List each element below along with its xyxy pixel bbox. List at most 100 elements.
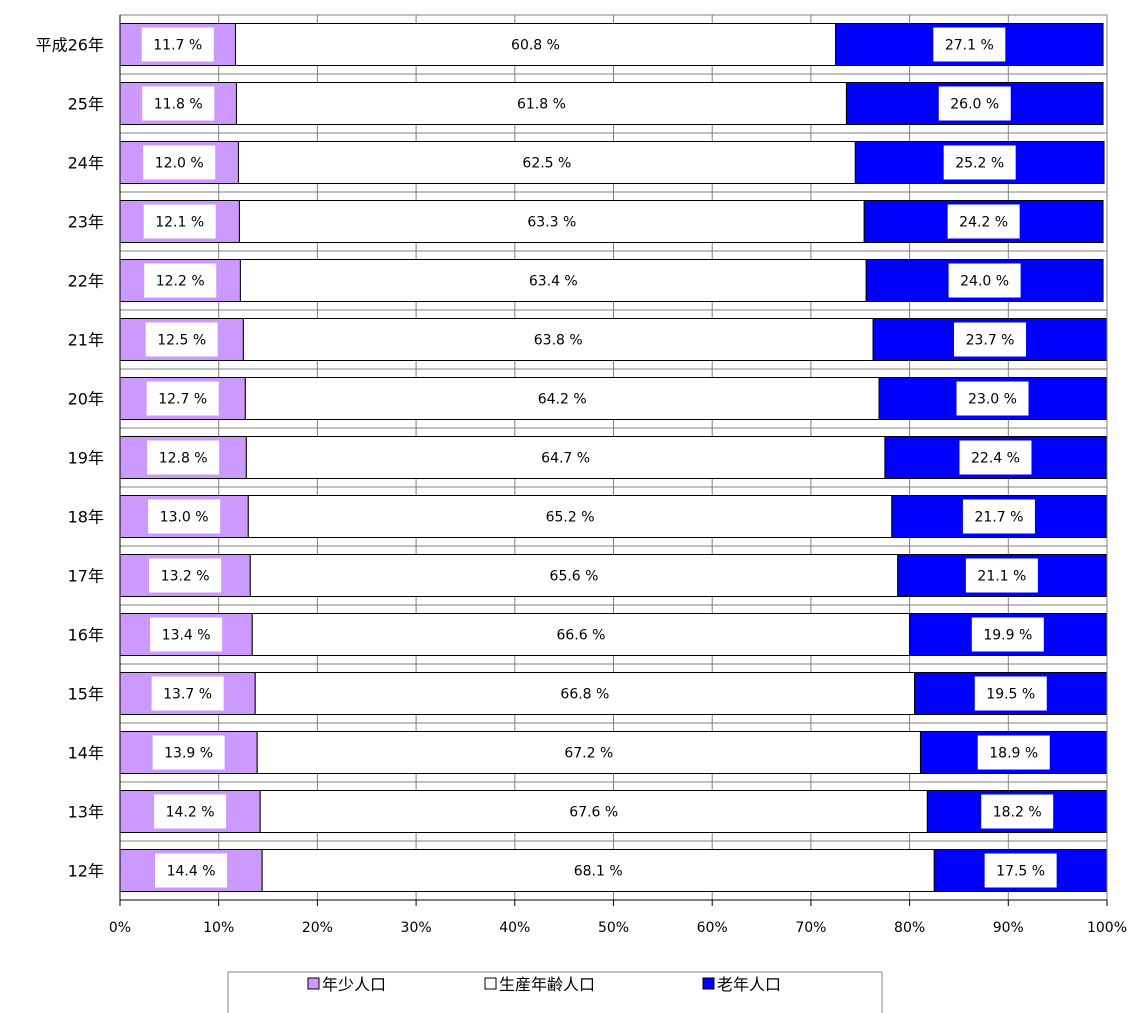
data-label-box <box>977 735 1050 770</box>
data-label: 11.7 % <box>153 38 202 54</box>
data-label-box <box>147 440 220 475</box>
data-label: 21.1 % <box>977 569 1026 585</box>
data-label: 13.4 % <box>162 628 211 644</box>
data-label-box <box>948 263 1021 298</box>
data-label-box <box>956 381 1029 416</box>
data-label: 66.6 % <box>556 628 605 644</box>
data-label: 13.7 % <box>163 687 212 703</box>
legend-swatch <box>307 977 320 990</box>
category-label: 20年 <box>68 390 104 409</box>
bar-segment <box>239 259 867 302</box>
data-label-box <box>145 322 218 357</box>
data-label-box <box>971 617 1044 652</box>
data-label: 67.2 % <box>564 746 613 762</box>
legend-label: 老年人口 <box>717 975 781 994</box>
category-label: 15年 <box>68 685 104 704</box>
data-label-box <box>149 558 222 593</box>
data-label: 19.5 % <box>986 687 1035 703</box>
category-label: 22年 <box>68 272 104 291</box>
category-label: 14年 <box>68 744 104 763</box>
bar-segment <box>238 200 865 243</box>
category-label: 17年 <box>68 567 104 586</box>
data-label-box <box>148 499 221 534</box>
data-label-box <box>959 440 1032 475</box>
data-label: 27.1 % <box>945 38 994 54</box>
data-label: 13.9 % <box>164 746 213 762</box>
data-label: 17.5 % <box>996 864 1045 880</box>
data-label: 19.9 % <box>983 628 1032 644</box>
data-label: 63.8 % <box>534 333 583 349</box>
data-label: 23.0 % <box>968 392 1017 408</box>
data-label: 65.6 % <box>550 569 599 585</box>
data-label: 66.8 % <box>560 687 609 703</box>
data-label: 14.2 % <box>166 805 215 821</box>
x-tick-label: 30% <box>401 920 432 936</box>
data-label-box <box>974 676 1047 711</box>
data-label-box <box>943 145 1016 180</box>
legend-label: 生産年齢人口 <box>499 975 595 994</box>
data-label: 12.1 % <box>155 215 204 231</box>
category-label: 13年 <box>68 803 104 822</box>
data-label: 22.4 % <box>971 451 1020 467</box>
data-label: 13.2 % <box>161 569 210 585</box>
data-label: 12.8 % <box>159 451 208 467</box>
data-label: 63.4 % <box>529 274 578 290</box>
x-tick-label: 20% <box>302 920 333 936</box>
data-label: 64.7 % <box>541 451 590 467</box>
data-label-box <box>938 86 1011 121</box>
x-tick-label: 80% <box>894 920 925 936</box>
data-label-box <box>143 204 216 239</box>
data-label: 18.2 % <box>993 805 1042 821</box>
data-label-box <box>984 853 1057 888</box>
data-label: 21.7 % <box>974 510 1023 526</box>
data-label: 67.6 % <box>569 805 618 821</box>
axes: 平成26年 25年 24年 23年 22年 21年 20年 19年 18年 17年 16年 15年 14… <box>36 14 1127 936</box>
data-label: 12.5 % <box>157 333 206 349</box>
bar-segment <box>256 731 921 774</box>
x-tick-label: 60% <box>697 920 728 936</box>
data-label: 26.0 % <box>950 97 999 113</box>
data-label-box <box>962 499 1035 534</box>
bar-segment <box>235 82 847 125</box>
data-label: 12.7 % <box>158 392 207 408</box>
x-tick-label: 100% <box>1087 920 1127 936</box>
category-label: 19年 <box>68 449 104 468</box>
x-tick-label: 10% <box>203 920 234 936</box>
x-tick-label: 40% <box>499 920 530 936</box>
data-label: 24.0 % <box>960 274 1009 290</box>
data-label-box <box>144 263 217 298</box>
data-label: 62.5 % <box>522 156 571 172</box>
bar-segment <box>245 436 886 479</box>
x-tick-label: 0% <box>109 920 131 936</box>
x-tick-label: 50% <box>598 920 629 936</box>
data-label: 68.1 % <box>574 864 623 880</box>
bar-segment <box>249 554 899 597</box>
bar-segment <box>242 318 874 361</box>
data-labels: 11.7 % 60.8 % 27.1 % 11.8 % 61.8 % 26.0 % 12.0… <box>141 27 1057 888</box>
data-label-box <box>933 27 1006 62</box>
category-label: 12年 <box>68 862 104 881</box>
legend-swatch <box>484 977 497 990</box>
data-label: 63.3 % <box>527 215 576 231</box>
data-label: 11.8 % <box>154 97 203 113</box>
data-label: 12.2 % <box>156 274 205 290</box>
data-label: 60.8 % <box>511 38 560 54</box>
legend-label: 年少人口 <box>322 975 386 994</box>
data-label-box <box>947 204 1020 239</box>
bar-segment <box>247 495 893 538</box>
data-label: 13.0 % <box>160 510 209 526</box>
category-label: 16年 <box>68 626 104 645</box>
data-label-box <box>954 322 1027 357</box>
category-label: 18年 <box>68 508 104 527</box>
data-label: 12.0 % <box>155 156 204 172</box>
data-label-box <box>965 558 1038 593</box>
data-label: 61.8 % <box>517 97 566 113</box>
bar-segment <box>237 141 856 184</box>
category-label: 24年 <box>68 154 104 173</box>
bar-segment <box>251 613 911 656</box>
data-label: 24.2 % <box>959 215 1008 231</box>
data-label-box <box>152 735 225 770</box>
data-label-box <box>981 794 1054 829</box>
category-label: 21年 <box>68 331 104 350</box>
data-label: 64.2 % <box>538 392 587 408</box>
